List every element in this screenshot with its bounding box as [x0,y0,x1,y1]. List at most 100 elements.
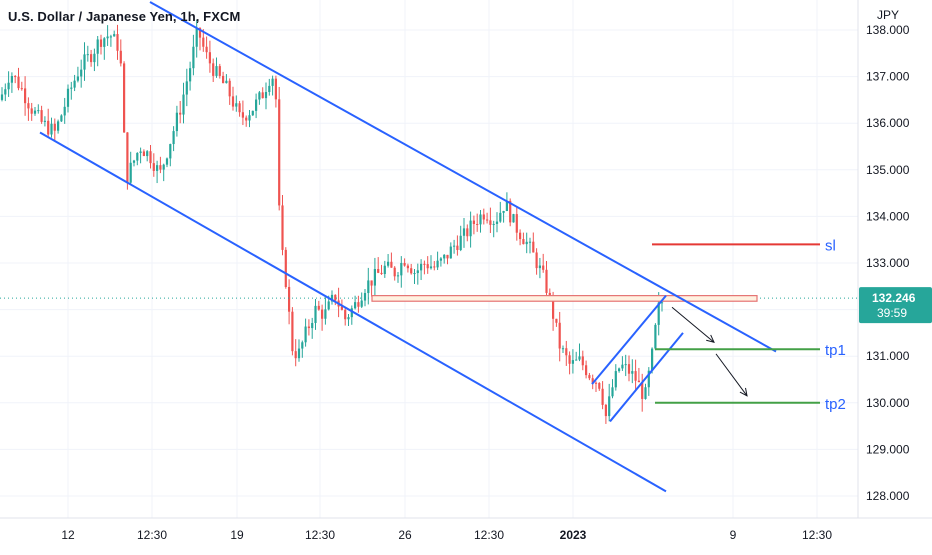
candle-body [146,151,149,157]
candle-body [132,160,136,163]
candle-body [641,382,644,399]
candle-body [608,396,611,417]
candle-body [258,92,261,100]
candle-body [268,85,271,92]
candle-body [208,52,211,64]
candle-body [446,254,449,259]
candle-body [73,80,76,88]
candle-body [311,322,314,329]
candle-body [548,292,551,296]
candle-body [152,163,155,171]
candle-body [387,261,390,266]
candle-body [136,152,139,161]
candle-body [60,115,63,122]
y-tick-label: 129.000 [866,442,910,456]
candle-body [525,241,528,245]
candle-body [255,99,258,111]
candle-body [565,348,568,356]
candle-body [660,302,664,304]
candle-body [476,223,479,225]
candle-body [631,371,634,374]
candle-body [162,164,165,170]
candle-body [63,106,66,116]
candlesticks [0,19,664,424]
y-tick-label: 137.000 [866,70,910,84]
candle-body [43,120,46,122]
candle-body [581,356,584,366]
candle-body [185,81,188,95]
candle-body [439,258,442,261]
candle-body [492,223,495,225]
candle-body [489,220,492,225]
candle-body [40,110,43,122]
candle-body [93,53,96,63]
candle-body [482,214,485,220]
candle-body [24,88,27,104]
candle-body [634,371,637,381]
candle-body [192,46,195,69]
y-tick-label: 136.000 [866,116,910,130]
candle-body [528,241,532,243]
candle-body [274,78,277,100]
candle-body [538,265,541,269]
candle-body [291,311,294,352]
candle-body [654,324,657,349]
candle-body [469,220,472,237]
y-tick-label: 138.000 [866,23,910,37]
candle-body [495,221,499,224]
candle-body [218,66,221,76]
candle-body [304,326,307,343]
candle-body [334,294,337,301]
arrow-head [706,334,715,343]
candle-body [347,317,350,320]
candle-body [324,309,327,319]
candle-body [456,245,459,251]
candle-body [466,228,469,237]
candle-body [30,108,33,114]
arrow-head [739,387,748,397]
y-tick-label: 130.000 [866,396,910,410]
candle-body [350,308,353,318]
candle-body [57,121,60,131]
resistance-zone [371,295,758,302]
candle-body [502,211,505,213]
candle-body [182,94,185,115]
candle-body [535,252,538,269]
candle-body [86,54,89,56]
candle-body [37,110,40,112]
candle-body [212,63,215,76]
candle-body [647,370,650,388]
candle-body [297,348,301,359]
candle-body [426,264,429,269]
current-price-label: 132.246 [872,291,916,305]
candle-body [33,110,37,114]
candle-body [522,239,525,245]
candle-body [545,269,548,293]
candle-body [27,103,30,109]
candle-body [552,295,555,319]
y-tick-label: 135.000 [866,163,910,177]
candle-body [327,301,330,310]
candle-body [264,91,268,99]
candle-body [367,280,370,294]
candle-body [509,200,512,223]
y-tick-label: 134.000 [866,209,910,223]
candle-body [189,68,192,82]
candle-body [568,355,571,364]
candle-body [360,300,363,307]
candle-body [591,378,594,383]
candle-body [321,309,324,319]
candle-body [4,89,7,95]
candle-body [644,387,647,399]
candle-body [410,268,413,274]
candle-body [571,360,574,364]
candle-body [598,383,601,389]
drawings: sl tp1 tp2 [0,1,858,493]
candle-body [225,80,228,84]
candle-body [555,318,558,323]
candle-body [228,80,231,97]
candle-body [83,54,86,70]
candle-body [198,28,202,38]
candle-body [47,120,50,135]
